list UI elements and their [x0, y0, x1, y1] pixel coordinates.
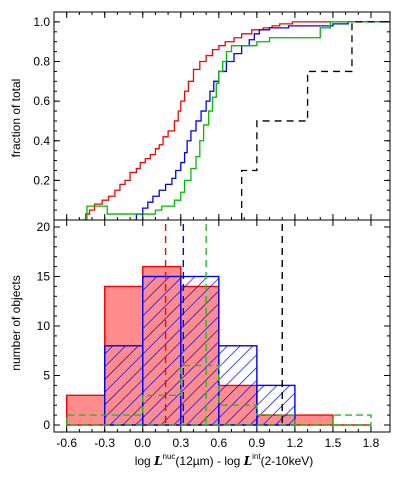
axis-ticks: 0.2 0.4 0.6 0.8 1.0 0 5 10 15 20 -0.6 -0.3 0.0 0.3 0.6…: [33, 12, 390, 450]
top-y-tick-label: 0.2: [33, 173, 50, 187]
top-y-tick-label: 0.8: [33, 55, 50, 69]
blue-hist-bar: [104, 345, 144, 426]
red-hist-bar: [294, 415, 333, 425]
blue-hist-bar: [142, 275, 182, 426]
bottom-y-tick-label: 10: [37, 319, 51, 333]
red-hist-bar: [66, 395, 105, 425]
histogram-panel: [65, 224, 372, 426]
x-tick-label: 0.9: [249, 436, 266, 450]
cdf-series-2: [81, 21, 390, 220]
x-tick-label: 0.0: [134, 436, 151, 450]
top-y-axis-title: fraction of total: [9, 79, 23, 158]
top-y-tick-label: 0.6: [33, 94, 50, 108]
x-tick-label: -0.3: [94, 436, 115, 450]
top-y-tick-label: 1.0: [33, 15, 50, 29]
blue-hist-bar: [180, 275, 220, 426]
bottom-y-tick-label: 5: [43, 369, 50, 383]
bottom-y-tick-label: 15: [37, 270, 51, 284]
cdf-panel: [81, 21, 390, 220]
x-tick-label: 1.5: [325, 436, 342, 450]
blue-hist-bar: [256, 384, 296, 426]
cdf-series-0: [81, 21, 390, 220]
cdf-series-1: [132, 21, 390, 220]
bottom-y-axis-title: number of objects: [9, 275, 23, 370]
x-tick-label: -0.6: [56, 436, 77, 450]
green-hist-outline: [65, 364, 372, 426]
bottom-y-tick-label: 0: [43, 418, 50, 432]
x-tick-label: 1.2: [287, 436, 304, 450]
cdf-series-3: [241, 21, 390, 220]
x-tick-label: 1.8: [363, 436, 380, 450]
bottom-y-tick-label: 20: [37, 220, 51, 234]
top-y-tick-label: 0.4: [33, 134, 50, 148]
x-tick-label: 0.6: [210, 436, 227, 450]
x-axis-title: log Lnuc(12µm) - log Lint(2-10keV): [135, 452, 314, 468]
x-tick-label: 0.3: [172, 436, 189, 450]
top-plot-frame: [53, 11, 391, 221]
blue-hist-bar: [218, 345, 258, 426]
